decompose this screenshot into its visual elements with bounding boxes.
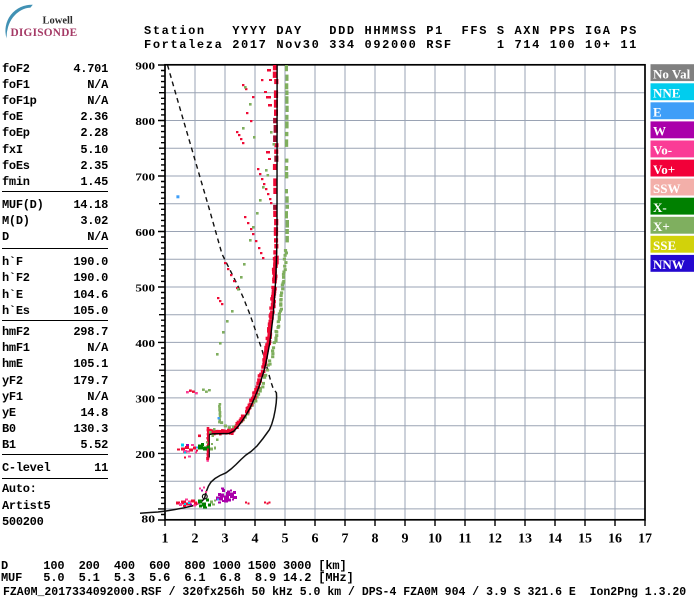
svg-text:600: 600: [135, 228, 155, 239]
svg-text:DIGISONDE: DIGISONDE: [11, 27, 78, 39]
svg-text:300: 300: [135, 395, 155, 406]
svg-text:400: 400: [135, 339, 155, 350]
svg-text:2: 2: [192, 532, 199, 547]
svg-text:Lowell: Lowell: [43, 16, 73, 27]
svg-text:9: 9: [402, 532, 409, 547]
svg-text:No Val: No Val: [653, 66, 691, 81]
svg-text:X-: X-: [653, 200, 667, 215]
svg-text:E: E: [653, 105, 662, 120]
svg-text:800: 800: [135, 117, 155, 128]
svg-text:11: 11: [458, 532, 471, 547]
svg-text:Vo-: Vo-: [653, 143, 672, 158]
svg-text:SSE: SSE: [653, 238, 676, 253]
svg-text:80: 80: [141, 515, 155, 526]
svg-text:10: 10: [428, 532, 442, 547]
svg-text:14: 14: [548, 532, 562, 547]
svg-text:17: 17: [638, 532, 652, 547]
svg-text:15: 15: [578, 532, 592, 547]
svg-text:Vo+: Vo+: [653, 162, 675, 177]
svg-text:7: 7: [342, 532, 349, 547]
svg-text:NNW: NNW: [653, 257, 685, 272]
svg-text:8: 8: [372, 532, 379, 547]
svg-text:6: 6: [312, 532, 319, 547]
svg-text:4: 4: [252, 532, 259, 547]
svg-text:3: 3: [222, 532, 229, 547]
svg-text:200: 200: [135, 450, 155, 461]
svg-text:1: 1: [162, 532, 169, 547]
svg-text:500: 500: [135, 284, 155, 295]
svg-text:5: 5: [282, 532, 289, 547]
svg-text:X+: X+: [653, 219, 670, 234]
svg-text:NNE: NNE: [653, 86, 680, 101]
svg-text:16: 16: [608, 532, 622, 547]
svg-text:900: 900: [135, 62, 155, 73]
svg-text:700: 700: [135, 173, 155, 184]
svg-text:12: 12: [488, 532, 502, 547]
svg-text:SSW: SSW: [653, 181, 680, 196]
svg-text:13: 13: [518, 532, 532, 547]
svg-text:W: W: [653, 124, 666, 139]
